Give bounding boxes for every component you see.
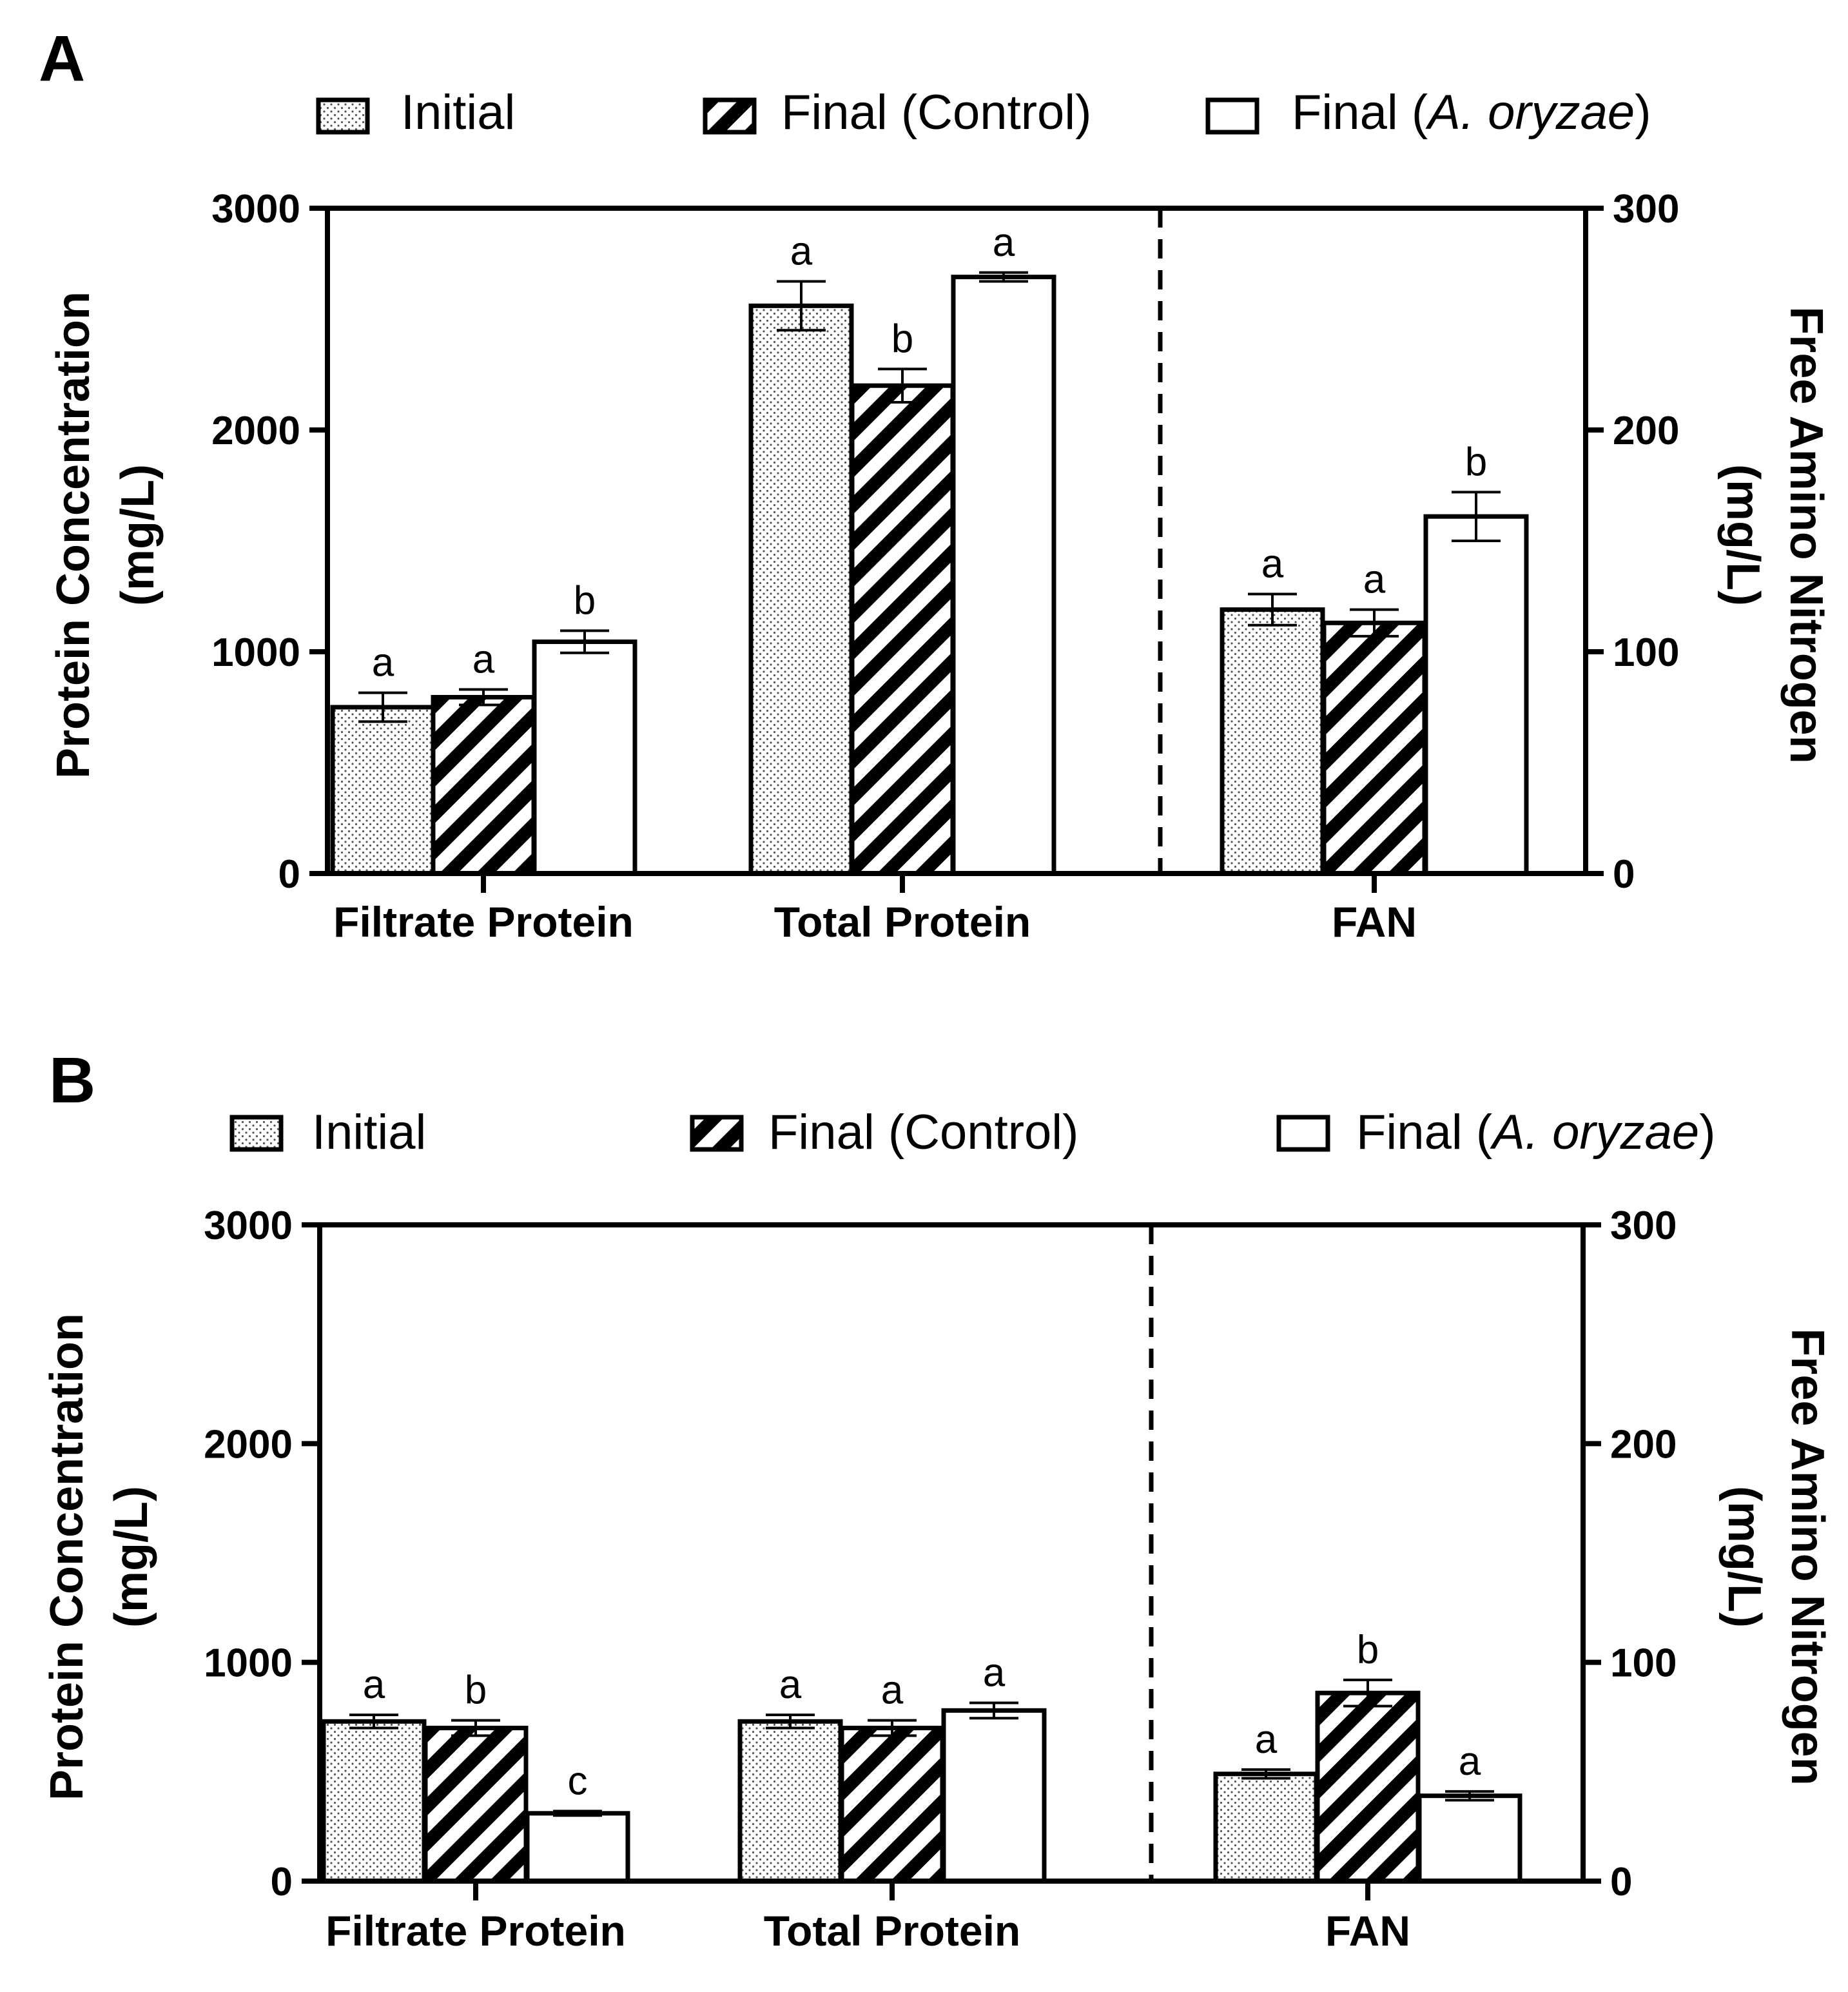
bar-s2-c1	[951, 275, 1056, 876]
bar-s1-c0	[431, 695, 536, 876]
bar-s0-c0	[330, 705, 436, 876]
y-left-tick-label: 0	[271, 1860, 293, 1904]
legend-a-initial-label: Initial	[401, 85, 515, 140]
sig-letter-s1-c1: a	[881, 1668, 904, 1713]
sig-letter-s2-c0: b	[574, 578, 596, 623]
y-right-tick-label: 100	[1613, 630, 1679, 675]
bar-s1-c2	[1315, 1690, 1421, 1884]
sig-letter-s1-c1: b	[891, 317, 913, 361]
legend-a-oryzae-swatch	[1205, 97, 1260, 135]
bar-s2-c2	[1423, 514, 1529, 876]
bar-s2-c2	[1417, 1793, 1522, 1884]
y-right-label-a-line2: (mg/L)	[1717, 464, 1769, 606]
bar-s0-c2	[1220, 607, 1325, 876]
y-left-tick-label: 3000	[204, 1204, 293, 1248]
y-right-label-a-line1: Free Amino Nitrogen	[1780, 306, 1832, 763]
y-left-tick-label: 2000	[211, 409, 300, 453]
y-right-tick-label: 100	[1610, 1641, 1677, 1686]
y-left-tick-label: 1000	[204, 1641, 293, 1686]
y-right-label-b-line2: (mg/L)	[1718, 1486, 1770, 1628]
y-left-tick-label: 3000	[211, 187, 300, 231]
sig-letter-s2-c1: a	[993, 220, 1015, 265]
legend-b-initial-label: Initial	[312, 1105, 426, 1160]
y-left-label-a-line1: Protein Concentration	[48, 291, 99, 779]
bar-s0-c1	[748, 303, 854, 876]
legend-a-oryzae-label: Final (A. oryzae)	[1292, 85, 1651, 140]
bar-s1-c1	[839, 1725, 945, 1884]
bar-s2-c0	[532, 640, 637, 876]
sig-letter-s1-c0: b	[465, 1668, 487, 1713]
plot-area-a: a a a a b a b a b 0 1000 2000 3000 0 100 200 300 Filtrate…	[211, 187, 1679, 946]
legend-b: Initial Final (Control) Final (A. oryzae…	[229, 1105, 1716, 1160]
y-left-tick-label: 2000	[204, 1422, 293, 1467]
legend-b-oryzae-label: Final (A. oryzae)	[1356, 1105, 1716, 1160]
legend-b-control-label: Final (Control)	[768, 1105, 1078, 1160]
y-right-label-b-line1: Free Amino Nitrogen	[1782, 1328, 1833, 1785]
bar-s1-c1	[850, 383, 955, 876]
x-category-label: Filtrate Protein	[333, 898, 634, 946]
legend-b-oryzae-swatch	[1276, 1115, 1330, 1152]
y-left-tick-label: 0	[278, 852, 300, 897]
x-category-label: FAN	[1332, 898, 1417, 946]
legend-a-initial-swatch	[316, 97, 370, 135]
sig-letter-s0-c2: a	[1255, 1717, 1278, 1762]
y-right-tick-label: 200	[1610, 1422, 1677, 1467]
y-left-tick-label: 1000	[211, 630, 300, 675]
sig-letter-s1-c0: a	[472, 637, 495, 681]
bar-s0-c2	[1213, 1772, 1319, 1884]
bar-s1-c0	[423, 1725, 529, 1884]
y-left-label-b-line2: (mg/L)	[106, 1486, 157, 1628]
y-left-label-b-line1: Protein Concentration	[41, 1313, 93, 1801]
sig-letter-s0-c0: a	[372, 641, 394, 685]
legend-b-initial-swatch	[229, 1115, 284, 1152]
panel-b: B Initial Final (Control) Final (A. oryz…	[41, 1044, 1833, 1955]
bar-s0-c0	[321, 1719, 427, 1884]
legend-b-control-swatch	[690, 1115, 744, 1152]
sig-letter-s1-c2: b	[1357, 1628, 1379, 1672]
bar-s0-c1	[737, 1719, 843, 1884]
y-right-tick-label: 300	[1613, 187, 1679, 231]
x-category-label: Total Protein	[774, 898, 1031, 946]
legend-a: Initial Final (Control) Final (A. oryzae…	[316, 85, 1651, 140]
y-right-tick-label: 0	[1613, 852, 1635, 897]
bar-s2-c1	[941, 1708, 1047, 1884]
panel-a-label: A	[39, 23, 85, 95]
y-right-tick-label: 200	[1613, 409, 1679, 453]
sig-letter-s2-c2: b	[1465, 440, 1487, 484]
bar-s2-c0	[525, 1811, 630, 1884]
sig-letter-s1-c2: a	[1363, 558, 1386, 602]
y-right-tick-label: 300	[1610, 1204, 1677, 1248]
sig-letter-s2-c0: c	[568, 1759, 588, 1803]
plot-area-b: a a a b a b c a a 0 1000 2000 3000 0 100 200 300 Filtrate…	[204, 1204, 1677, 1955]
x-category-label: Total Protein	[764, 1907, 1020, 1955]
sig-letter-s2-c1: a	[983, 1650, 1006, 1695]
y-right-tick-label: 0	[1610, 1860, 1632, 1904]
panel-a: A Initial Final (Control) Final (A. oryz…	[39, 23, 1832, 946]
x-category-label: Filtrate Protein	[326, 1907, 626, 1955]
panel-b-label: B	[49, 1044, 95, 1117]
legend-a-control-label: Final (Control)	[781, 85, 1091, 140]
bar-s1-c2	[1321, 620, 1427, 876]
y-left-label-a-line2: (mg/L)	[112, 464, 164, 606]
sig-letter-s0-c1: a	[779, 1663, 802, 1707]
legend-a-control-swatch	[703, 97, 757, 135]
x-category-label: FAN	[1325, 1907, 1410, 1955]
sig-letter-s0-c0: a	[363, 1663, 385, 1707]
sig-letter-s0-c1: a	[790, 229, 813, 274]
sig-letter-s0-c2: a	[1261, 542, 1284, 587]
sig-letter-s2-c2: a	[1459, 1739, 1481, 1784]
